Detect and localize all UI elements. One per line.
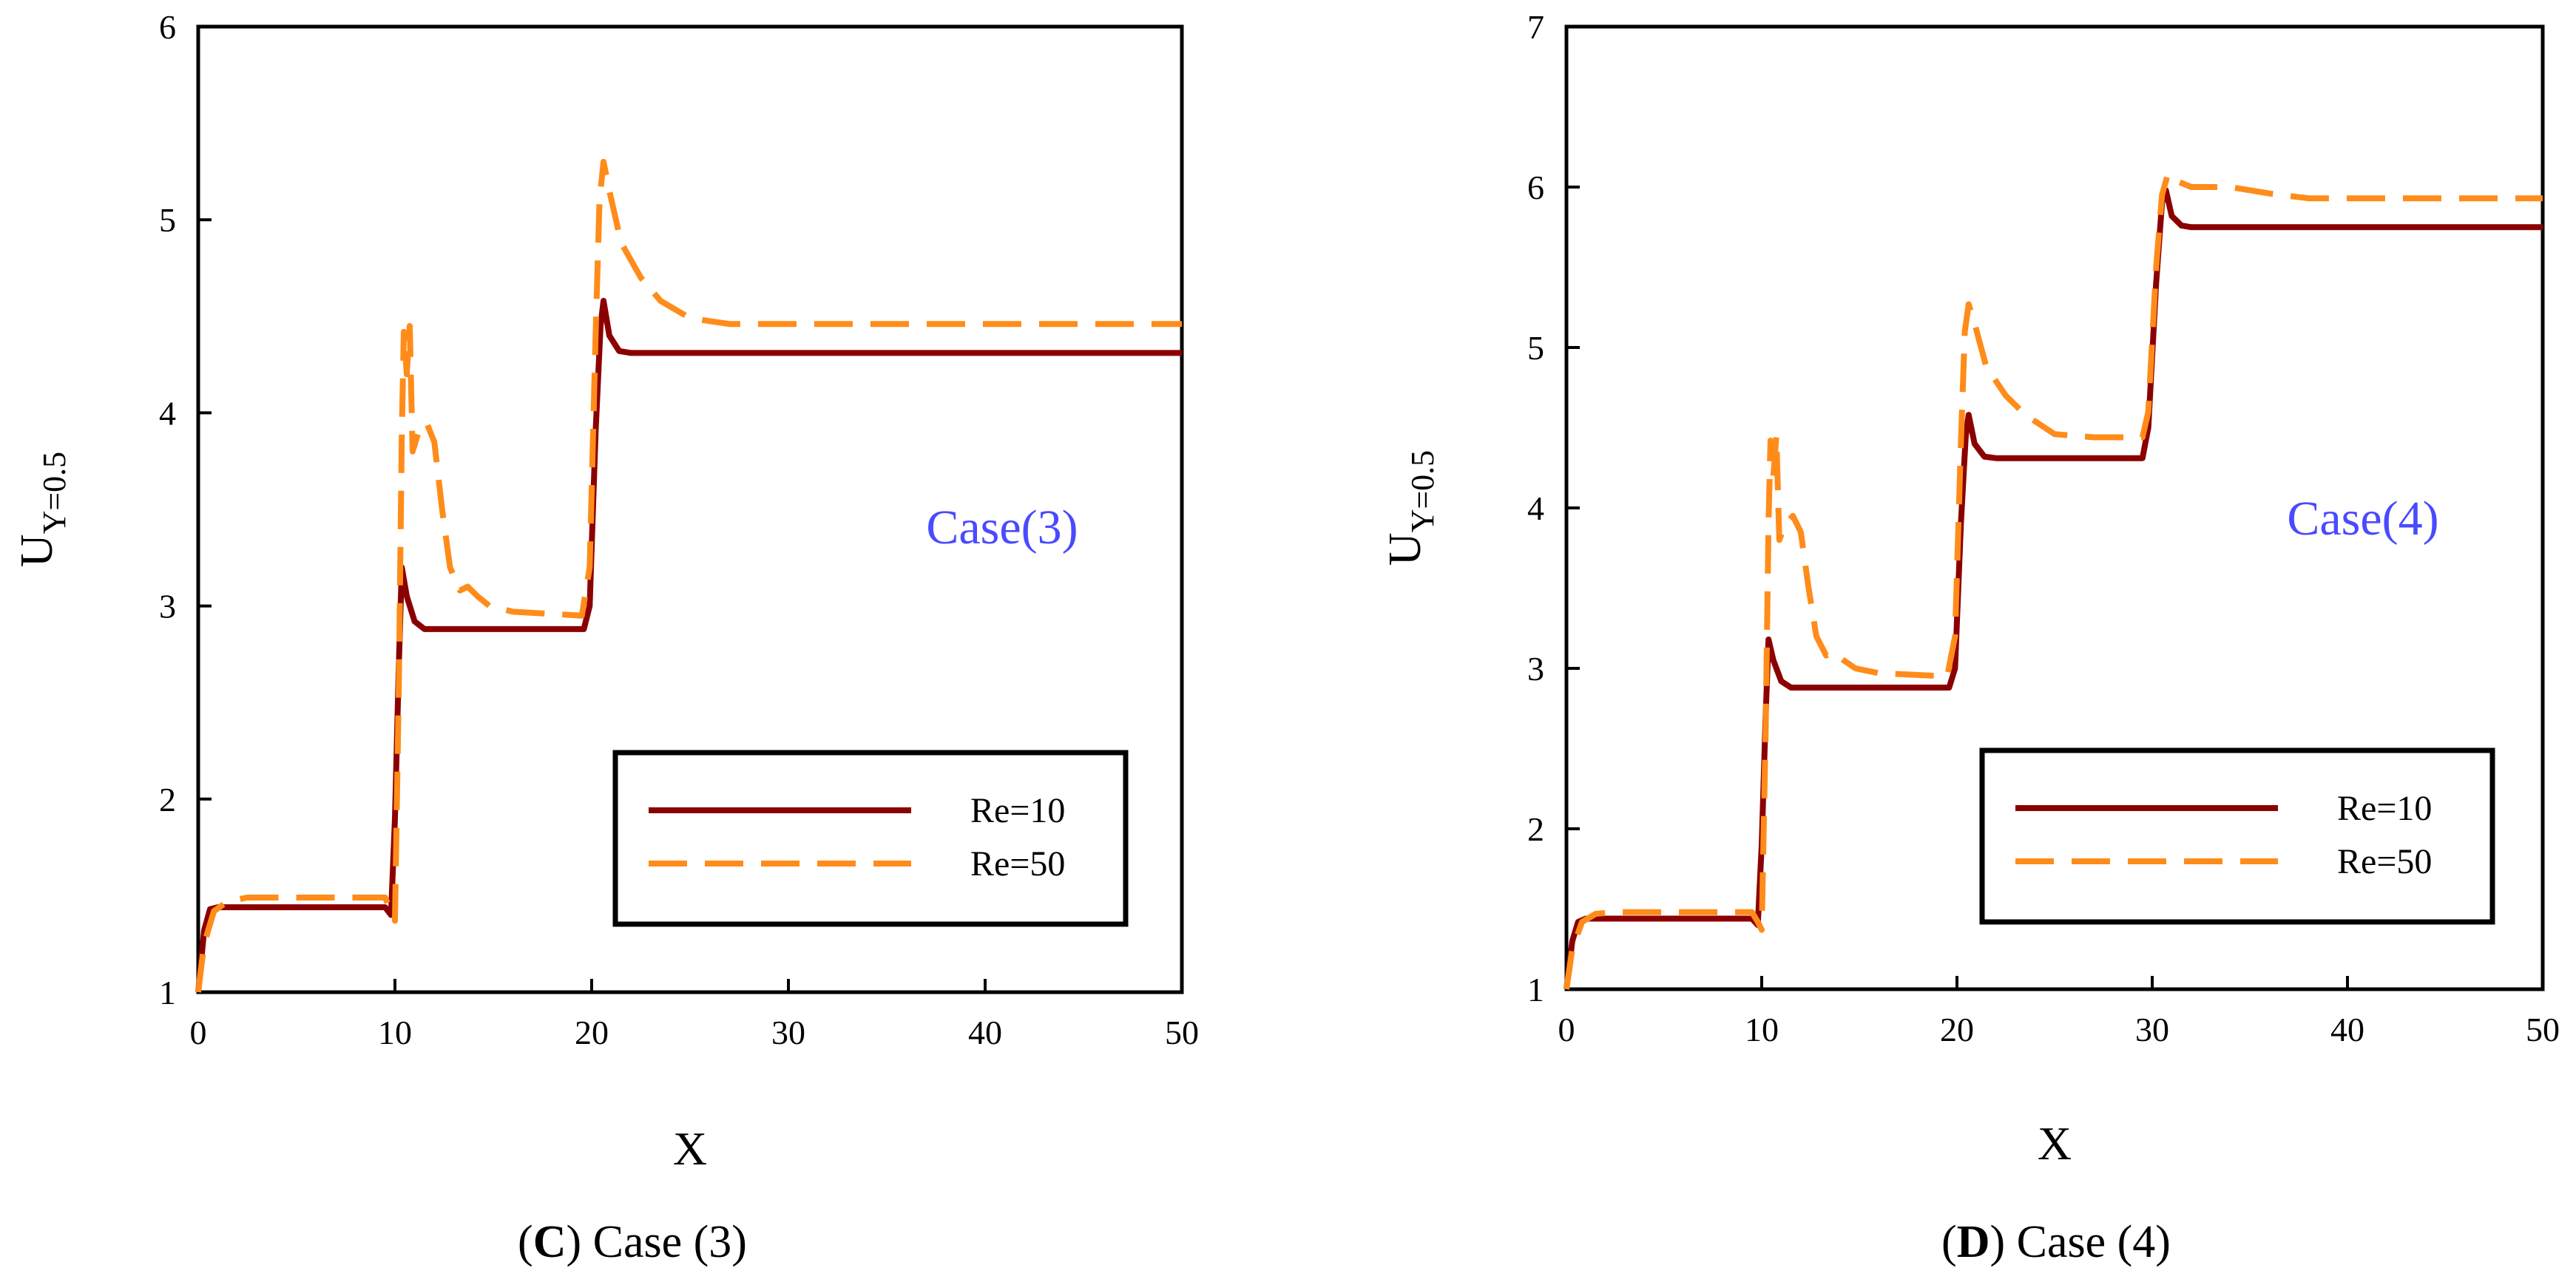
caption-open: ( bbox=[1941, 1217, 1957, 1267]
y-tick-label: 2 bbox=[159, 781, 176, 818]
x-axis-label: X bbox=[673, 1122, 707, 1175]
case-annotation: Case(3) bbox=[926, 501, 1078, 554]
x-tick-label: 10 bbox=[1745, 1011, 1779, 1048]
y-tick-label: 1 bbox=[1527, 971, 1544, 1008]
x-tick-label: 40 bbox=[2330, 1011, 2364, 1048]
y-tick-label: 3 bbox=[159, 588, 176, 625]
x-tick-label: 10 bbox=[378, 1014, 412, 1051]
x-tick-label: 0 bbox=[190, 1014, 207, 1051]
x-tick-label: 30 bbox=[771, 1014, 805, 1051]
case-annotation: Case(4) bbox=[2287, 492, 2438, 546]
caption-letter: C bbox=[533, 1217, 567, 1267]
y-axis-label: UY=0.5 bbox=[12, 452, 72, 567]
series-line-re50 bbox=[1563, 171, 2543, 990]
x-tick-label: 50 bbox=[1165, 1014, 1199, 1051]
y-tick-label: 1 bbox=[159, 974, 176, 1011]
caption-open: ( bbox=[518, 1217, 533, 1267]
y-tick-label: 6 bbox=[1527, 169, 1544, 206]
y-tick-label: 7 bbox=[1527, 8, 1544, 46]
plot-frame bbox=[196, 24, 1184, 994]
y-axis-label-main: U bbox=[1380, 532, 1430, 566]
y-tick-label: 5 bbox=[1527, 329, 1544, 367]
x-tick-label: 40 bbox=[968, 1014, 1002, 1051]
y-axis-label-sub: Y=0.5 bbox=[1404, 450, 1441, 533]
chart-panel-d: 1 2 3 4 5 6 7 0 10 20 30 40 50 X UY=0.5 Case(4) Re=10 Re=… bbox=[1380, 8, 2560, 1267]
panel-caption: (D) Case (4) bbox=[1941, 1217, 2171, 1267]
x-tick-label: 20 bbox=[1940, 1011, 1974, 1048]
legend-box bbox=[1979, 747, 2495, 925]
x-tick-label: 20 bbox=[575, 1014, 609, 1051]
legend-label: Re=10 bbox=[970, 791, 1065, 830]
legend-label: Re=50 bbox=[970, 844, 1065, 884]
x-tick-label: 30 bbox=[2135, 1011, 2169, 1048]
chart-panel-c: 1 2 3 4 5 6 0 10 20 30 40 50 X UY=0.5 Case(3) Re=10 Re=5… bbox=[12, 8, 1199, 1267]
x-tick-label: 50 bbox=[2526, 1011, 2560, 1048]
y-tick-label: 6 bbox=[159, 8, 176, 46]
legend-label: Re=50 bbox=[2337, 842, 2432, 881]
y-tick-label: 4 bbox=[159, 394, 176, 432]
x-axis-label: X bbox=[2038, 1117, 2072, 1170]
y-axis-label: UY=0.5 bbox=[1380, 450, 1441, 566]
caption-rest: ) Case (3) bbox=[566, 1217, 746, 1267]
y-axis-label-sub: Y=0.5 bbox=[36, 452, 72, 535]
series-line-re10 bbox=[195, 297, 1182, 993]
y-tick-label: 5 bbox=[159, 201, 176, 239]
panel-caption: (C) Case (3) bbox=[518, 1217, 747, 1267]
caption-letter: D bbox=[1957, 1217, 1990, 1267]
caption-rest: ) Case (4) bbox=[1990, 1217, 2170, 1267]
series-line-re50 bbox=[195, 158, 1182, 993]
x-tick-label: 0 bbox=[1558, 1011, 1575, 1048]
y-tick-label: 3 bbox=[1527, 650, 1544, 688]
legend-box bbox=[612, 750, 1129, 927]
y-axis-label-main: U bbox=[12, 534, 62, 567]
y-tick-label: 4 bbox=[1527, 489, 1544, 527]
legend-label: Re=10 bbox=[2337, 789, 2432, 828]
y-tick-label: 2 bbox=[1527, 810, 1544, 848]
